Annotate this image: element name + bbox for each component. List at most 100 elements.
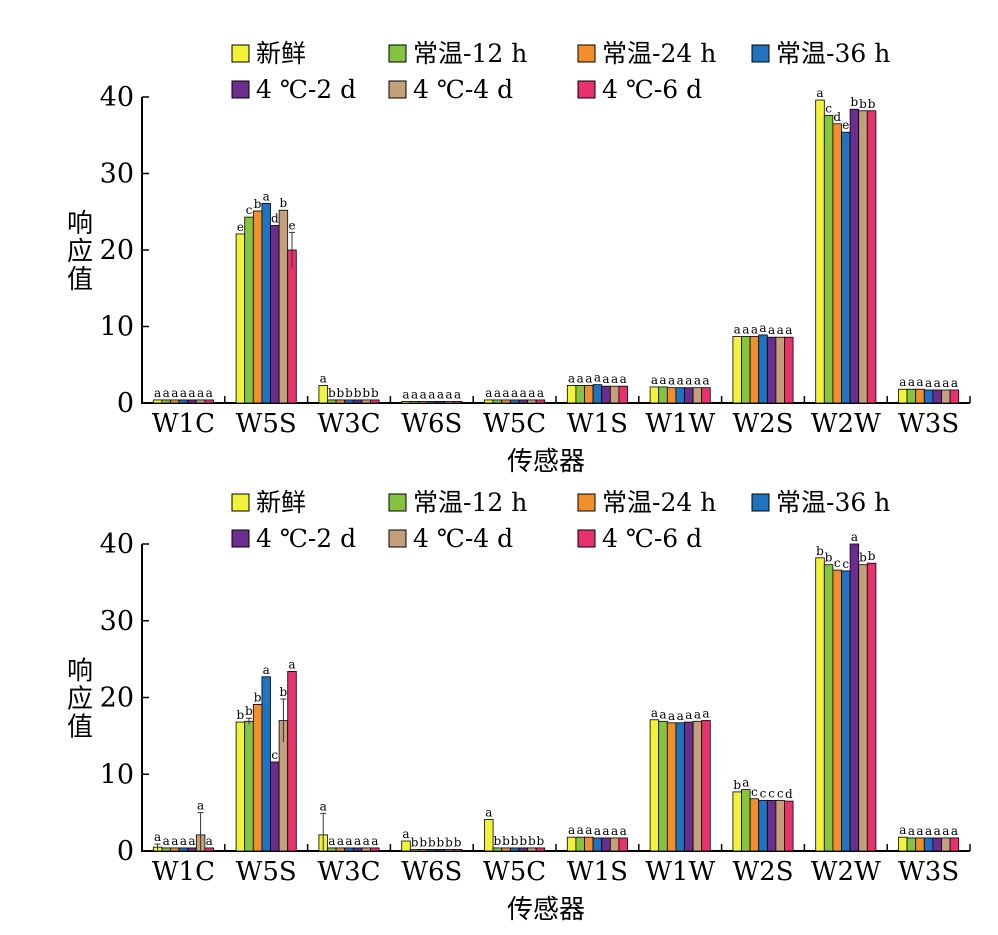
x-tick-label: W5S [236, 857, 297, 887]
significance-label: a [611, 824, 618, 838]
bar [535, 847, 546, 852]
significance-label: a [402, 827, 409, 841]
significance-label: a [171, 834, 178, 848]
bar [766, 336, 777, 404]
significance-label: a [951, 824, 958, 838]
bar [518, 847, 528, 852]
significance-label: b [733, 778, 741, 792]
significance-label: b [511, 834, 519, 848]
significance-label: a [620, 372, 627, 386]
significance-label: a [916, 824, 923, 838]
legend-label: 4 ℃-6 d [602, 75, 702, 104]
significance-label: a [345, 834, 352, 848]
x-tick-label: W1S [567, 857, 628, 887]
bar [352, 399, 363, 404]
bar [932, 389, 942, 404]
significance-label: a [899, 375, 906, 389]
significance-label: a [520, 386, 527, 400]
x-tick-label: W1W [645, 409, 715, 439]
bar [244, 216, 254, 404]
x-tick-label: W1S [567, 409, 628, 439]
significance-label: b [254, 690, 262, 704]
significance-label: a [742, 776, 749, 790]
significance-label: a [354, 834, 361, 848]
bar [823, 564, 834, 852]
bar [566, 836, 577, 852]
bar [509, 847, 520, 852]
bar [923, 389, 934, 404]
bar [575, 385, 585, 404]
bar [601, 385, 611, 404]
bar [775, 799, 785, 852]
bar [492, 847, 503, 852]
significance-label: b [328, 386, 336, 400]
bar [732, 791, 742, 852]
significance-label: b [337, 386, 345, 400]
bar [584, 836, 594, 852]
y-axis-label-char: 应 [67, 237, 93, 267]
significance-label: c [246, 203, 253, 217]
significance-label: a [951, 376, 958, 390]
significance-label: a [528, 386, 535, 400]
bar [178, 399, 189, 404]
x-tick-label: W3C [317, 409, 380, 439]
legend-swatch [577, 493, 596, 512]
bar [161, 847, 171, 852]
bar [335, 399, 346, 404]
x-tick-label: W5C [483, 857, 546, 887]
significance-label: b [428, 835, 436, 849]
significance-label: a [320, 371, 327, 385]
significance-label: e [842, 118, 849, 132]
significance-label: a [668, 709, 675, 723]
significance-label: a [925, 376, 932, 390]
significance-label: a [602, 372, 609, 386]
y-axis-label-char: 响 [67, 657, 93, 687]
legend-label: 4 ℃-2 d [256, 524, 356, 553]
significance-label: d [271, 212, 279, 226]
bar [161, 399, 171, 404]
bar [204, 399, 214, 404]
bar [452, 401, 463, 404]
significance-label: a [180, 834, 187, 848]
significance-label: a [180, 386, 187, 400]
bar [409, 401, 420, 404]
significance-label: a [934, 824, 941, 838]
significance-label: a [685, 374, 692, 388]
significance-label: b [237, 708, 245, 722]
legend-label: 新鲜 [256, 39, 306, 68]
bar [270, 761, 280, 852]
bar [858, 564, 868, 852]
x-axis-label: 传感器 [507, 447, 585, 477]
significance-label: a [485, 386, 492, 400]
legend-swatch [577, 80, 596, 99]
significance-label: b [519, 834, 527, 848]
legend-label: 常温-36 h [776, 488, 890, 517]
y-tick-label: 20 [100, 235, 134, 266]
legend-label: 常温-36 h [776, 39, 890, 68]
legend-label: 新鲜 [256, 488, 306, 517]
bar [915, 388, 925, 404]
bar [318, 385, 328, 404]
significance-label: b [345, 386, 353, 400]
bar [941, 389, 951, 404]
significance-label: a [611, 372, 618, 386]
y-tick-label: 0 [117, 388, 134, 419]
significance-label: a [677, 709, 684, 723]
significance-label: d [785, 787, 793, 801]
legend-swatch [577, 529, 596, 548]
significance-label: a [651, 373, 658, 387]
significance-label: a [594, 371, 601, 385]
x-tick-label: W6S [401, 857, 462, 887]
bar [832, 569, 842, 852]
bar [327, 847, 337, 852]
significance-label: b [280, 685, 288, 699]
significance-label: a [934, 376, 941, 390]
significance-label: a [768, 323, 775, 337]
y-tick-label: 10 [100, 759, 134, 790]
significance-label: b [445, 835, 453, 849]
bar [527, 399, 537, 404]
significance-label: c [271, 748, 278, 762]
significance-label: a [925, 824, 932, 838]
bar [841, 570, 851, 852]
